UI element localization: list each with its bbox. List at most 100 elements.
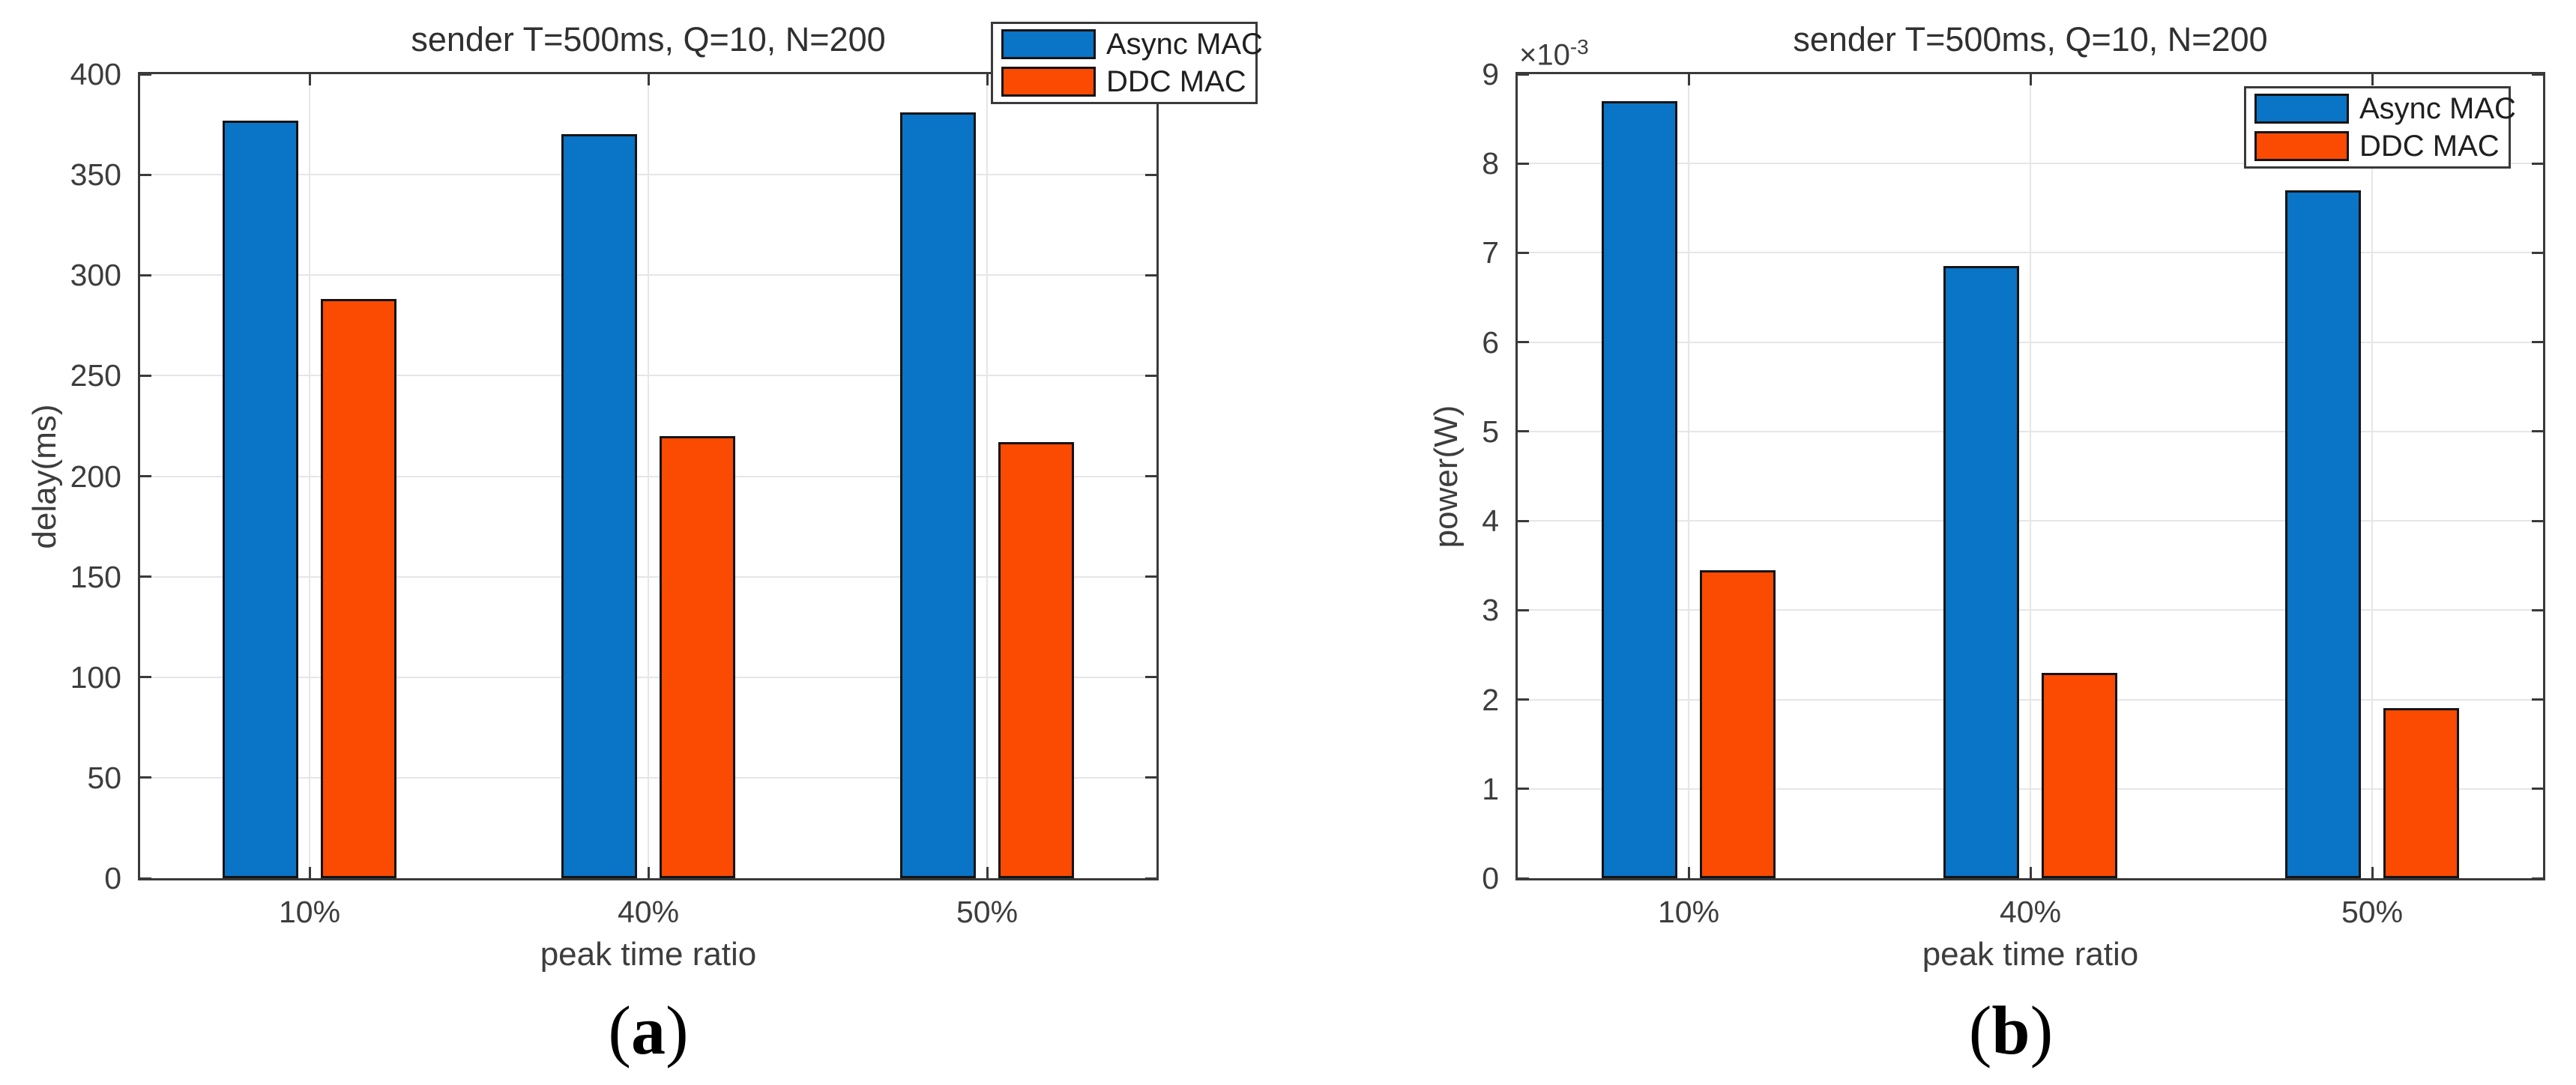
chart-b-title: sender T=500ms, Q=10, N=200 xyxy=(1793,20,2268,58)
legend-label-async-mac: Async MAC xyxy=(2359,92,2516,125)
y-tick-label: 8 xyxy=(1482,146,1499,181)
caption-b-letter: b xyxy=(1991,992,2030,1069)
x-tick-mark-top xyxy=(2371,74,2374,85)
grid-line-horizontal xyxy=(1518,341,2543,343)
y-tick-label: 300 xyxy=(70,258,121,293)
x-tick-mark-bottom xyxy=(986,867,989,878)
grid-line-horizontal xyxy=(1518,163,2543,165)
bar-ddc-mac-40- xyxy=(660,436,735,878)
y-tick-mark-right xyxy=(1145,676,1156,679)
grid-line-horizontal xyxy=(140,776,1156,779)
y-tick-mark-left xyxy=(140,475,151,477)
y-tick-mark-right xyxy=(2532,341,2543,344)
y-tick-mark-right xyxy=(2532,73,2543,76)
y-tick-mark-left xyxy=(140,374,151,377)
x-tick-mark-bottom xyxy=(647,867,650,878)
grid-line-horizontal xyxy=(140,575,1156,578)
grid-line-vertical xyxy=(1688,74,1689,878)
caption-b-paren-close: ) xyxy=(2030,992,2054,1069)
caption-a-paren-close: ) xyxy=(666,992,689,1069)
bar-async-mac-40- xyxy=(561,134,637,878)
grid-line-horizontal xyxy=(140,676,1156,678)
y-tick-mark-right xyxy=(2532,788,2543,791)
y-tick-mark-left xyxy=(140,877,151,880)
x-tick-mark-bottom xyxy=(1687,867,1690,878)
bar-ddc-mac-50- xyxy=(2383,708,2459,878)
legend-label-ddc-mac: DDC MAC xyxy=(2359,130,2500,163)
y-tick-mark-right xyxy=(2532,877,2543,880)
x-tick-label: 10% xyxy=(1657,895,1720,929)
y-tick-mark-left xyxy=(140,273,151,276)
y-tick-mark-left xyxy=(1518,162,1529,165)
grid-line-horizontal xyxy=(1518,520,2543,522)
y-tick-label: 1 xyxy=(1482,771,1499,806)
y-tick-mark-left xyxy=(140,676,151,679)
x-tick-mark-bottom xyxy=(308,867,311,878)
y-tick-mark-left xyxy=(140,173,151,176)
grid-line-vertical xyxy=(2030,74,2031,878)
chart-a-x-axis-label: peak time ratio xyxy=(540,936,757,973)
x-tick-label: 40% xyxy=(617,895,680,929)
y-tick-mark-left xyxy=(1518,788,1529,791)
grid-line-vertical xyxy=(2371,74,2373,878)
grid-line-horizontal xyxy=(1518,252,2543,254)
y-tick-mark-right xyxy=(2532,608,2543,611)
y-tick-mark-right xyxy=(2532,519,2543,522)
y-tick-mark-right xyxy=(1145,575,1156,578)
bar-async-mac-10- xyxy=(1602,101,1677,878)
legend-label-ddc-mac: DDC MAC xyxy=(1106,65,1246,98)
x-tick-mark-top xyxy=(647,74,650,85)
y-tick-label: 0 xyxy=(1482,861,1499,895)
x-tick-label: 10% xyxy=(278,895,341,929)
chart-a-title: sender T=500ms, Q=10, N=200 xyxy=(411,20,886,58)
y-tick-mark-right xyxy=(1145,374,1156,377)
legend-swatch-async-mac xyxy=(2254,94,2349,124)
y-tick-mark-left xyxy=(1518,877,1529,880)
grid-line-horizontal xyxy=(1518,430,2543,432)
grid-line-horizontal xyxy=(140,274,1156,276)
grid-line-horizontal xyxy=(1518,788,2543,790)
y-tick-mark-right xyxy=(2532,162,2543,165)
y-tick-mark-right xyxy=(1145,877,1156,880)
caption-b-paren-open: ( xyxy=(1968,992,1992,1069)
y-tick-label: 5 xyxy=(1482,414,1499,449)
y-tick-label: 250 xyxy=(70,358,121,393)
bar-async-mac-40- xyxy=(1943,266,2019,878)
y-tick-mark-left xyxy=(1518,608,1529,611)
y-tick-label: 0 xyxy=(104,861,121,895)
y-tick-label: 9 xyxy=(1482,57,1499,91)
grid-line-horizontal xyxy=(140,475,1156,477)
bar-ddc-mac-10- xyxy=(1700,570,1776,878)
y-tick-mark-left xyxy=(1518,698,1529,701)
y-tick-mark-right xyxy=(2532,698,2543,701)
x-tick-label: 50% xyxy=(2341,895,2404,929)
multiplier-exponent: -3 xyxy=(1569,35,1589,58)
x-tick-mark-bottom xyxy=(2371,867,2374,878)
y-tick-mark-left xyxy=(140,575,151,578)
y-tick-label: 7 xyxy=(1482,235,1499,271)
y-tick-label: 2 xyxy=(1482,682,1499,717)
x-tick-mark-top xyxy=(308,74,311,85)
subfigure-caption-b: (b) xyxy=(1861,983,2161,1078)
legend-swatch-async-mac xyxy=(1001,29,1096,59)
y-tick-mark-left xyxy=(1518,519,1529,522)
y-tick-mark-left xyxy=(1518,73,1529,76)
y-tick-label: 50 xyxy=(87,760,121,795)
grid-line-horizontal xyxy=(1518,698,2543,701)
subfigure-caption-a: (a) xyxy=(498,983,798,1078)
legend-swatch-ddc-mac xyxy=(1001,67,1096,97)
grid-line-horizontal xyxy=(140,174,1156,176)
legend-label-async-mac: Async MAC xyxy=(1106,28,1263,61)
x-tick-mark-top xyxy=(1687,74,1690,85)
bar-async-mac-50- xyxy=(2285,190,2361,878)
y-tick-label: 150 xyxy=(70,559,121,594)
y-tick-label: 400 xyxy=(70,57,121,91)
bar-ddc-mac-40- xyxy=(2042,673,2117,878)
x-tick-mark-top xyxy=(2029,74,2032,85)
y-tick-mark-left xyxy=(140,73,151,76)
y-tick-mark-left xyxy=(140,776,151,779)
bar-ddc-mac-10- xyxy=(321,299,396,878)
y-tick-mark-right xyxy=(2532,430,2543,433)
grid-line-horizontal xyxy=(1518,609,2543,611)
